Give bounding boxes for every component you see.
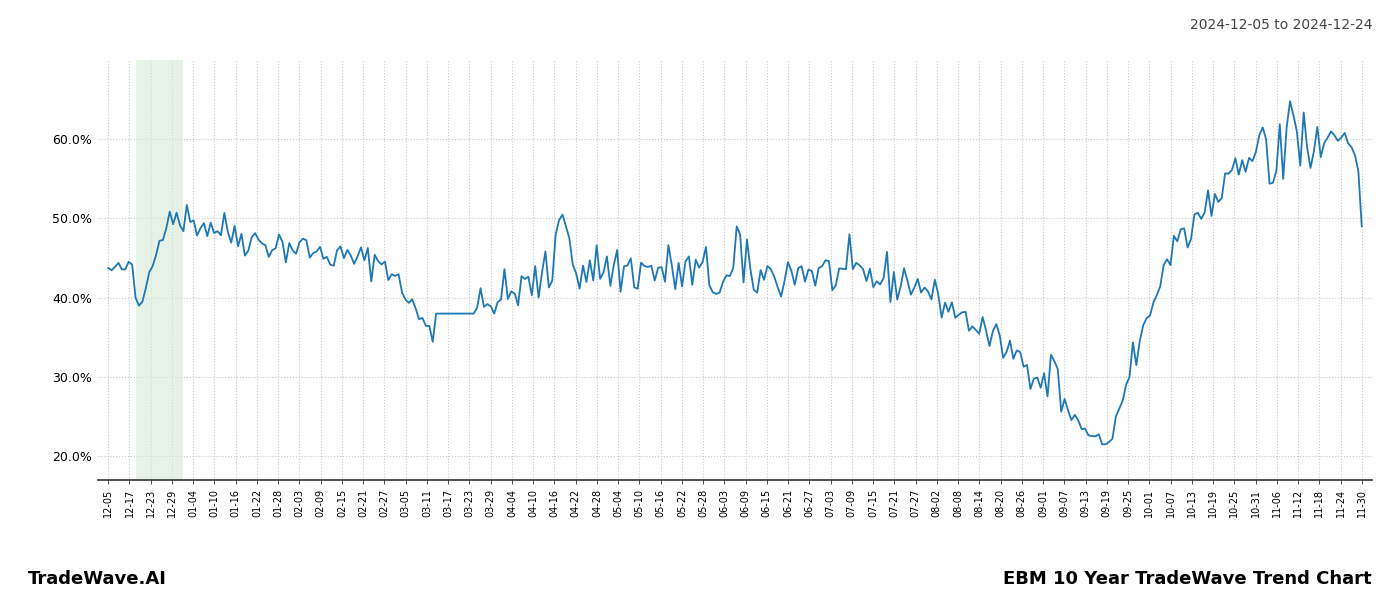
Bar [136,60,183,480]
Text: 2024-12-05 to 2024-12-24: 2024-12-05 to 2024-12-24 [1190,18,1372,32]
Text: EBM 10 Year TradeWave Trend Chart: EBM 10 Year TradeWave Trend Chart [1004,570,1372,588]
Text: TradeWave.AI: TradeWave.AI [28,570,167,588]
